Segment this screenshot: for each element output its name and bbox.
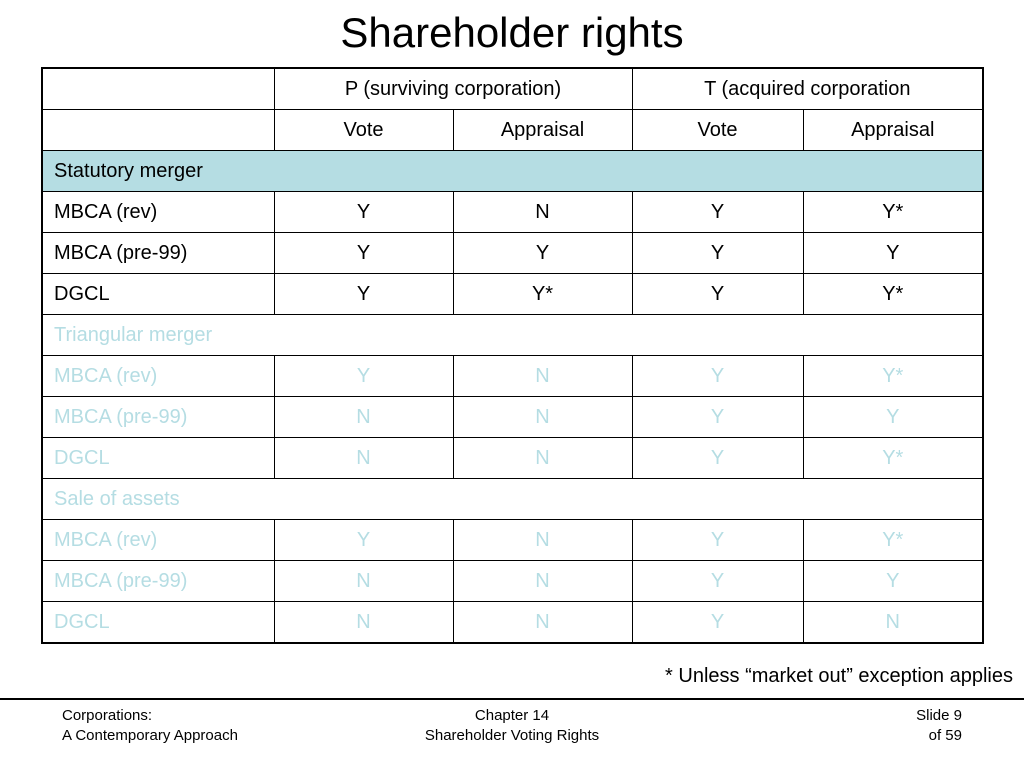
sub-header-t-vote: Vote bbox=[631, 109, 804, 151]
sub-header-p-appraisal: Appraisal bbox=[452, 109, 633, 151]
cell-t-vote: Y bbox=[631, 232, 804, 274]
cell-t-appraisal: N bbox=[802, 601, 984, 644]
sub-header-t-appraisal: Appraisal bbox=[802, 109, 984, 151]
group-header-t: T (acquired corporation bbox=[631, 67, 984, 110]
footnote: * Unless “market out” exception applies bbox=[665, 665, 1013, 687]
footer-divider bbox=[0, 698, 1024, 700]
footer-right: Slide 9 of 59 bbox=[916, 706, 962, 746]
section-name: Triangular merger bbox=[41, 314, 984, 356]
cell-p-appraisal: N bbox=[452, 437, 633, 479]
cell-t-vote: Y bbox=[631, 396, 804, 438]
cell-p-appraisal: N bbox=[452, 519, 633, 561]
table-row: DGCL N N Y N bbox=[41, 601, 984, 644]
cell-t-vote: Y bbox=[631, 355, 804, 397]
cell-p-vote: N bbox=[273, 396, 454, 438]
cell-t-vote: Y bbox=[631, 191, 804, 233]
cell-t-appraisal: Y bbox=[802, 560, 984, 602]
sub-header-p-vote: Vote bbox=[273, 109, 454, 151]
cell-p-vote: N bbox=[273, 560, 454, 602]
row-label: DGCL bbox=[41, 273, 275, 315]
cell-t-appraisal: Y* bbox=[802, 437, 984, 479]
cell-t-appraisal: Y* bbox=[802, 355, 984, 397]
slide-title: Shareholder rights bbox=[340, 9, 684, 56]
cell-t-appraisal: Y* bbox=[802, 191, 984, 233]
section-header-row: Statutory merger bbox=[41, 150, 984, 192]
footer-right-line-1: Slide 9 bbox=[916, 707, 962, 724]
cell-t-vote: Y bbox=[631, 437, 804, 479]
row-label: MBCA (pre-99) bbox=[41, 232, 275, 274]
cell-t-vote: Y bbox=[631, 519, 804, 561]
row-label: MBCA (rev) bbox=[41, 519, 275, 561]
cell-p-vote: Y bbox=[273, 191, 454, 233]
table-row: MBCA (rev) Y N Y Y* bbox=[41, 519, 984, 561]
cell-p-appraisal: Y bbox=[452, 232, 633, 274]
cell-t-vote: Y bbox=[631, 601, 804, 644]
cell-t-appraisal: Y* bbox=[802, 519, 984, 561]
cell-t-vote: Y bbox=[631, 273, 804, 315]
cell-t-vote: Y bbox=[631, 560, 804, 602]
footer-center-line-1: Chapter 14 bbox=[474, 707, 550, 724]
row-label: MBCA (rev) bbox=[41, 355, 275, 397]
table-row: MBCA (pre-99) N N Y Y bbox=[41, 396, 984, 438]
cell-p-vote: Y bbox=[273, 232, 454, 274]
table-row: DGCL N N Y Y* bbox=[41, 437, 984, 479]
cell-t-appraisal: Y bbox=[802, 232, 984, 274]
group-header-p: P (surviving corporation) bbox=[273, 67, 633, 110]
table-row: MBCA (rev) Y N Y Y* bbox=[41, 355, 984, 397]
row-label: DGCL bbox=[41, 601, 275, 644]
row-label: DGCL bbox=[41, 437, 275, 479]
footer-left-line-2: A Contemporary Approach bbox=[62, 727, 238, 744]
footer-left-line-1: Corporations: bbox=[62, 707, 153, 724]
cell-p-appraisal: N bbox=[452, 396, 633, 438]
cell-p-vote: N bbox=[273, 437, 454, 479]
cell-p-appraisal: N bbox=[452, 601, 633, 644]
cell-t-appraisal: Y* bbox=[802, 273, 984, 315]
footer-right-line-2: of 59 bbox=[928, 727, 962, 744]
section-header-row: Sale of assets bbox=[41, 478, 984, 520]
cell-p-appraisal: Y* bbox=[452, 273, 633, 315]
group-header-row: P (surviving corporation) T (acquired co… bbox=[41, 67, 984, 110]
cell-p-appraisal: N bbox=[452, 560, 633, 602]
section-name: Sale of assets bbox=[41, 478, 984, 520]
footer-center: Chapter 14 Shareholder Voting Rights bbox=[390, 706, 634, 746]
sub-header-empty bbox=[41, 109, 275, 151]
corner-cell bbox=[41, 67, 275, 110]
cell-p-appraisal: N bbox=[452, 355, 633, 397]
row-label: MBCA (pre-99) bbox=[41, 560, 275, 602]
sub-header-row: Vote Appraisal Vote Appraisal bbox=[41, 109, 984, 151]
section-header-row: Triangular merger bbox=[41, 314, 984, 356]
cell-p-vote: Y bbox=[273, 519, 454, 561]
footer-center-line-2: Shareholder Voting Rights bbox=[424, 727, 600, 744]
table-row: DGCL Y Y* Y Y* bbox=[41, 273, 984, 315]
cell-p-vote: N bbox=[273, 601, 454, 644]
table-row: MBCA (pre-99) Y Y Y Y bbox=[41, 232, 984, 274]
row-label: MBCA (pre-99) bbox=[41, 396, 275, 438]
cell-p-vote: Y bbox=[273, 355, 454, 397]
shareholder-rights-table: P (surviving corporation) T (acquired co… bbox=[41, 67, 985, 644]
cell-p-appraisal: N bbox=[452, 191, 633, 233]
cell-p-vote: Y bbox=[273, 273, 454, 315]
cell-t-appraisal: Y bbox=[802, 396, 984, 438]
row-label: MBCA (rev) bbox=[41, 191, 275, 233]
table-row: MBCA (rev) Y N Y Y* bbox=[41, 191, 984, 233]
table-row: MBCA (pre-99) N N Y Y bbox=[41, 560, 984, 602]
footer-left: Corporations: A Contemporary Approach bbox=[62, 706, 238, 746]
section-name: Statutory merger bbox=[41, 150, 984, 192]
